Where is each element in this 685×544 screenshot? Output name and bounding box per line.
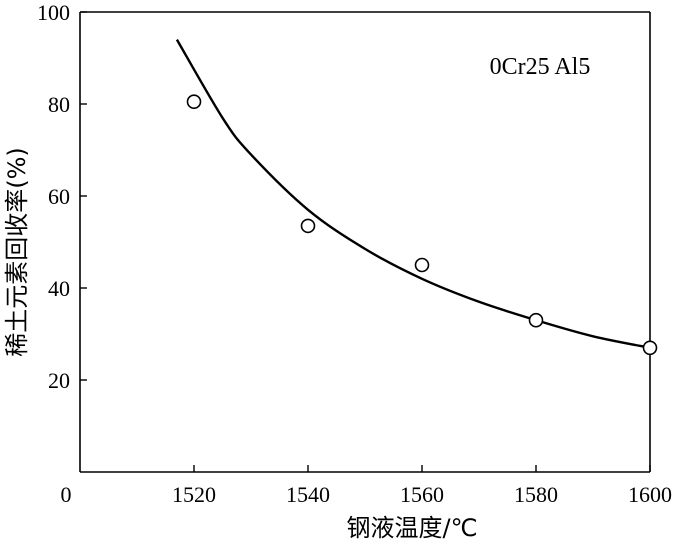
plot-frame xyxy=(79,11,651,473)
x-tick-label-1520: 1520 xyxy=(172,482,216,507)
data-point-1540 xyxy=(300,218,316,234)
data-point-1580 xyxy=(528,312,544,328)
y-tick-label-80: 80 xyxy=(48,92,70,117)
x-ticks: 1520 1540 1560 1580 1600 xyxy=(172,465,672,507)
x-tick-label-1580: 1580 xyxy=(514,482,558,507)
alloy-annotation: 0Cr25 Al5 xyxy=(490,54,591,80)
x-tick-label-1560: 1560 xyxy=(400,482,444,507)
x-axis-title: 钢液温度/℃ xyxy=(346,514,477,542)
fit-curve xyxy=(175,38,651,349)
data-point-1600 xyxy=(642,340,658,356)
data-point-1560 xyxy=(414,257,430,273)
y-tick-label-60: 60 xyxy=(48,184,70,209)
y-ticks: 20 40 60 80 100 xyxy=(37,0,87,393)
x-tick-label-1600: 1600 xyxy=(628,482,672,507)
y-tick-label-100: 100 xyxy=(37,0,70,25)
y-axis-title: 稀土元素回收率(%) xyxy=(3,147,31,357)
data-points xyxy=(186,94,658,356)
y-tick-label-20: 20 xyxy=(48,368,70,393)
origin-label: 0 xyxy=(61,482,72,507)
x-tick-label-1540: 1540 xyxy=(286,482,330,507)
data-point-1520 xyxy=(186,94,202,109)
y-tick-label-40: 40 xyxy=(48,276,70,301)
